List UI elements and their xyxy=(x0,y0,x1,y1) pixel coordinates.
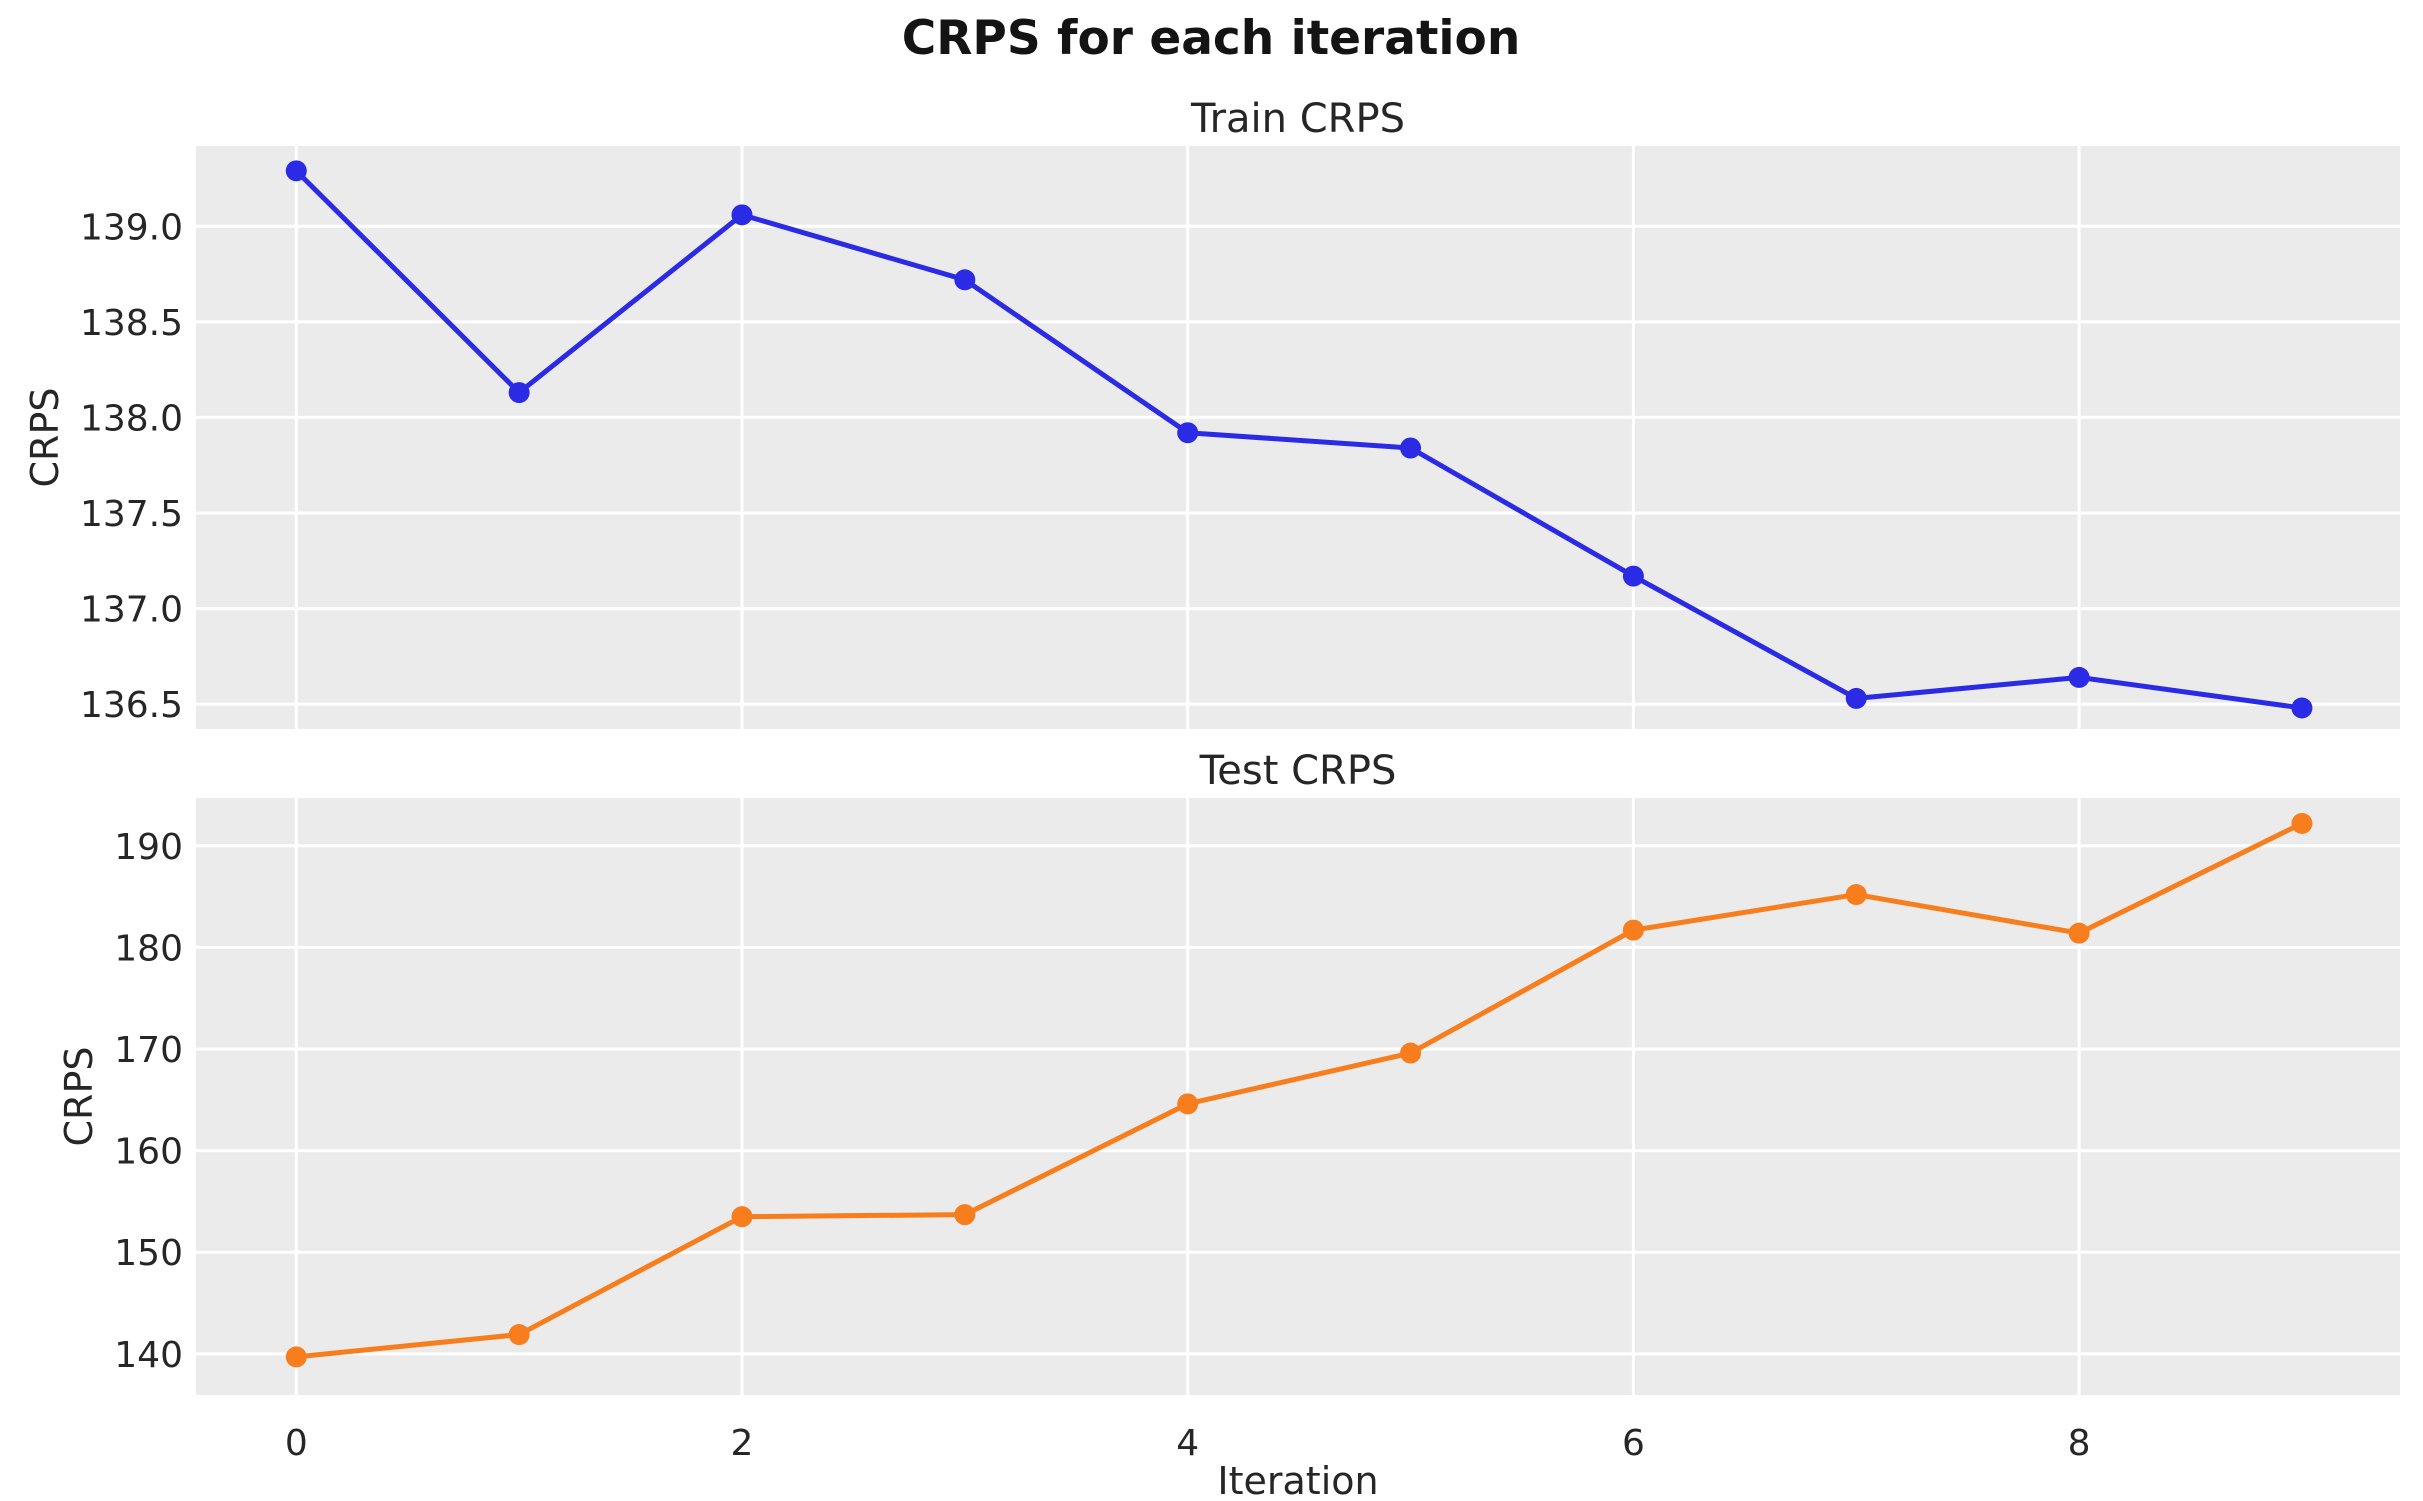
data-point-marker xyxy=(1622,565,1644,587)
y-tick-label: 150 xyxy=(114,1233,183,1274)
data-point-marker xyxy=(2291,697,2313,719)
x-tick-label: 4 xyxy=(1176,1423,1199,1464)
data-point-marker xyxy=(1177,422,1199,444)
data-point-marker xyxy=(1400,1042,1422,1064)
y-tick-label: 137.5 xyxy=(80,494,183,535)
data-point-marker xyxy=(1622,919,1644,941)
y-tick-label: 140 xyxy=(114,1335,183,1376)
y-tick-label: 190 xyxy=(114,827,183,868)
data-point-marker xyxy=(954,1204,976,1226)
chart-title: Test CRPS xyxy=(1199,748,1397,794)
data-point-marker xyxy=(508,382,530,404)
x-tick-label: 8 xyxy=(2068,1423,2091,1464)
plot-area xyxy=(196,798,2400,1395)
data-point-marker xyxy=(285,1346,307,1368)
x-tick-label: 0 xyxy=(285,1423,308,1464)
data-point-marker xyxy=(731,204,753,226)
figure-title: CRPS for each iteration xyxy=(902,11,1521,66)
y-tick-label: 170 xyxy=(114,1030,183,1071)
data-point-marker xyxy=(508,1324,530,1346)
data-point-marker xyxy=(2291,812,2313,834)
data-point-marker xyxy=(954,269,976,291)
x-tick-label: 6 xyxy=(1622,1423,1645,1464)
data-point-marker xyxy=(2068,666,2090,688)
y-tick-label: 180 xyxy=(114,928,183,969)
data-point-marker xyxy=(1177,1093,1199,1115)
line-series xyxy=(293,820,2305,1360)
y-tick-label: 138.5 xyxy=(80,303,183,344)
y-tick-label: 139.0 xyxy=(80,207,183,248)
data-point-marker xyxy=(2068,922,2090,944)
chart-title: Train CRPS xyxy=(1190,96,1405,142)
y-tick-label: 138.0 xyxy=(80,398,183,439)
y-tick-label: 136.5 xyxy=(80,685,183,726)
data-point-marker xyxy=(1845,884,1867,906)
plot-area xyxy=(196,146,2400,729)
data-point-marker xyxy=(1400,437,1422,459)
y-tick-label: 137.0 xyxy=(80,590,183,631)
data-point-marker xyxy=(285,160,307,182)
data-point-marker xyxy=(1845,687,1867,709)
line-series xyxy=(293,168,2305,711)
x-axis-label: Iteration xyxy=(1217,1459,1378,1501)
data-point-marker xyxy=(731,1206,753,1228)
train-crps-chart: 136.5 137.0 137.5 138.0 138.5 139.0 Train CRPS… xyxy=(23,96,2400,729)
y-tick-label: 160 xyxy=(114,1132,183,1173)
y-axis-label: CRPS xyxy=(23,388,67,488)
y-axis-label: CRPS xyxy=(57,1047,101,1147)
test-crps-chart: 140 150 160 170 180 190 0 2 4 6 8 Test CRPS CRPS Iter… xyxy=(57,748,2400,1501)
x-tick-label: 2 xyxy=(731,1423,754,1464)
